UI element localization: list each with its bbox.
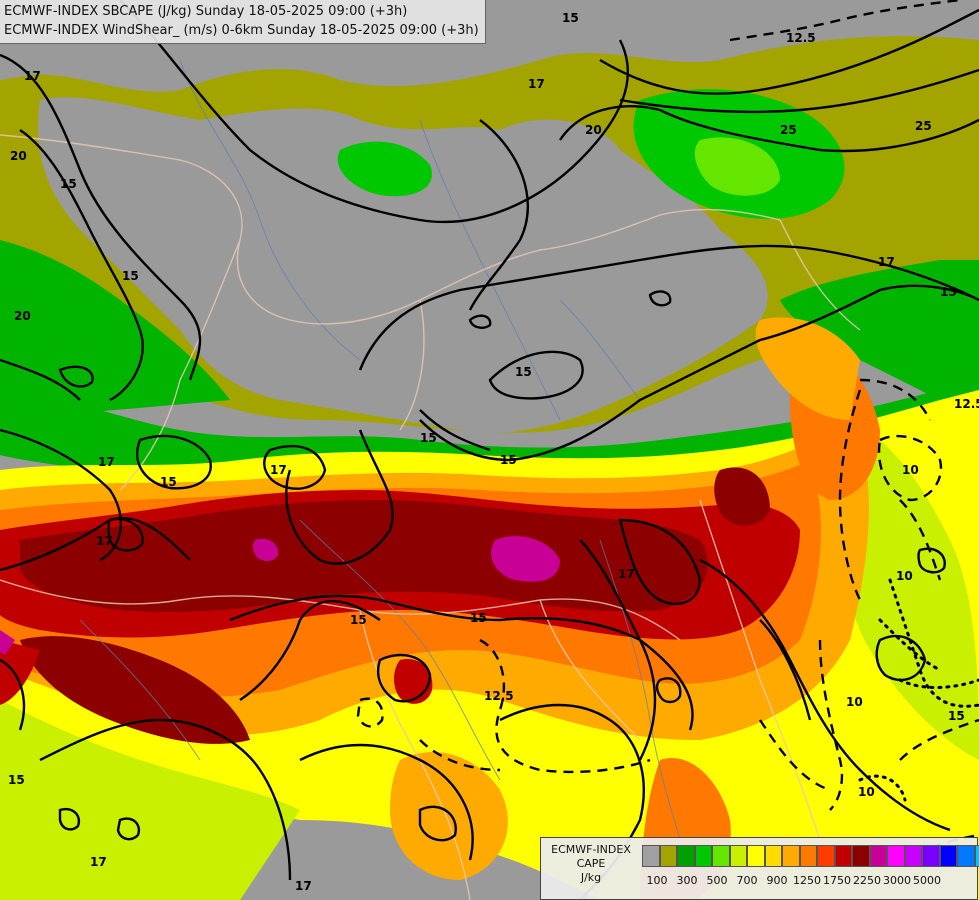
contour-label: 25 [780,123,797,137]
legend-tick-label: 100 [646,874,668,887]
contour-label: 15 [562,11,579,25]
contour-label: 17 [98,455,115,469]
contour-label: 15 [470,611,487,625]
contour-label: 12.5 [954,397,979,411]
legend-swatch [642,845,660,867]
contour-label: 20 [14,309,31,323]
contour-label: 15 [122,269,139,283]
map-title-box: ECMWF-INDEX SBCAPE (J/kg) Sunday 18-05-2… [0,0,486,44]
legend-label: ECMWF-INDEX CAPE J/kg [541,843,641,885]
legend-swatch [694,845,712,867]
legend-parameter: CAPE [576,857,606,870]
legend-swatch [659,845,677,867]
contour-label: 20 [10,149,27,163]
legend-swatches [642,845,979,867]
legend-tick-label: 1750 [823,874,851,887]
legend-swatch [782,845,800,867]
contour-label: 17 [270,463,287,477]
legend-tick-label: 3000 [883,874,911,887]
contour-label: 17 [96,534,113,548]
contour-label: 10 [896,569,913,583]
legend-tick-label: 300 [676,874,698,887]
contour-label: 12.5 [484,689,514,703]
legend-unit: J/kg [580,871,602,884]
contour-label: 15 [420,431,437,445]
legend-tick-label: 1250 [793,874,821,887]
title-line-cape: ECMWF-INDEX SBCAPE (J/kg) Sunday 18-05-2… [4,4,408,19]
legend-tick-label: 5000 [913,874,941,887]
contour-label: 15 [350,613,367,627]
legend-swatch [747,845,765,867]
contour-label: 17 [90,855,107,869]
legend-swatch [729,845,747,867]
legend-swatch [834,845,852,867]
legend-swatch [939,845,957,867]
legend-swatch [852,845,870,867]
contour-label: 17 [528,77,545,91]
contour-labels: 15 12.5 17 20 25 25 20 15 15 20 17 15 17… [8,11,979,893]
legend-swatch [974,845,979,867]
contour-label: 15 [500,453,517,467]
contour-label: 10 [846,695,863,709]
contour-label: 15 [8,773,25,787]
legend-tick-label: 500 [706,874,728,887]
legend-tick-label: 900 [766,874,788,887]
legend-swatch [887,845,905,867]
contour-label: 25 [915,119,932,133]
contour-label: 10 [902,463,919,477]
legend-tick-label: 2250 [853,874,881,887]
contour-label: 17 [24,69,41,83]
legend-swatch [799,845,817,867]
contour-label: 15 [948,709,965,723]
contour-label: 17 [295,879,312,893]
legend-swatch [764,845,782,867]
legend-ticks: 100 300 500 700 900 1250 1750 2250 3000 5000 [642,874,972,890]
contour-label: 15 [940,285,957,299]
legend-tick-label: 700 [736,874,758,887]
contour-label: 12.5 [786,31,816,45]
legend-swatch [817,845,835,867]
legend-swatch [869,845,887,867]
contour-label: 15 [160,475,177,489]
legend-swatch [677,845,695,867]
legend-swatch [922,845,940,867]
contour-label: 10 [858,785,875,799]
title-line-windshear: ECMWF-INDEX WindShear_ (m/s) 0-6km Sunda… [4,23,479,38]
cape-legend: ECMWF-INDEX CAPE J/kg 100 300 500 700 900 125… [540,837,979,900]
contour-label: 17 [618,567,635,581]
contour-label: 17 [878,255,895,269]
legend-swatch [712,845,730,867]
windshear-contours-dotted [858,578,979,802]
legend-swatch [957,845,975,867]
contour-label: 15 [60,177,77,191]
legend-swatch [904,845,922,867]
legend-title: ECMWF-INDEX [551,843,631,856]
contour-label: 15 [515,365,532,379]
contour-label: 20 [585,123,602,137]
